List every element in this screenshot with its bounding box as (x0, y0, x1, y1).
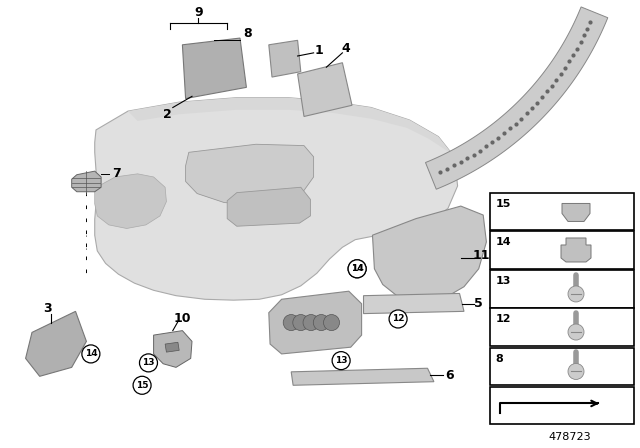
Circle shape (568, 324, 584, 340)
Polygon shape (298, 63, 352, 116)
Polygon shape (26, 311, 86, 376)
Circle shape (348, 260, 366, 278)
Bar (490, 348, 634, 385)
Polygon shape (561, 238, 591, 262)
Text: 8: 8 (243, 27, 252, 40)
Text: 3: 3 (44, 302, 52, 315)
Circle shape (82, 345, 100, 363)
Polygon shape (186, 144, 314, 205)
Polygon shape (128, 98, 454, 157)
Polygon shape (72, 171, 101, 192)
Text: 1: 1 (314, 43, 323, 57)
Bar (490, 308, 634, 346)
Polygon shape (291, 368, 434, 385)
Polygon shape (182, 38, 246, 99)
Text: 13: 13 (142, 358, 155, 367)
Polygon shape (269, 291, 362, 354)
Circle shape (140, 354, 157, 372)
Bar (490, 231, 634, 269)
Text: 14: 14 (84, 349, 97, 358)
Text: 10: 10 (173, 311, 191, 325)
Bar (490, 387, 634, 424)
Polygon shape (269, 40, 301, 77)
Bar (490, 270, 634, 308)
Bar (490, 193, 634, 230)
Circle shape (292, 314, 308, 331)
Circle shape (283, 314, 300, 331)
Text: 8: 8 (495, 353, 503, 364)
Text: 13: 13 (335, 356, 348, 365)
Polygon shape (364, 293, 464, 314)
Text: 14: 14 (351, 264, 364, 273)
Text: 12: 12 (392, 314, 404, 323)
Polygon shape (426, 7, 608, 189)
Circle shape (348, 260, 366, 278)
Text: 14: 14 (495, 237, 511, 247)
Polygon shape (95, 174, 166, 228)
Circle shape (332, 352, 350, 370)
Polygon shape (165, 342, 179, 352)
Text: 4: 4 (341, 42, 350, 55)
Circle shape (568, 286, 584, 302)
Text: 7: 7 (112, 167, 121, 181)
Text: 9: 9 (194, 6, 203, 19)
Text: 14: 14 (351, 264, 364, 273)
Circle shape (323, 314, 339, 331)
Text: 6: 6 (445, 369, 454, 382)
Circle shape (389, 310, 407, 328)
Polygon shape (227, 187, 310, 226)
Polygon shape (372, 206, 486, 301)
Circle shape (314, 314, 329, 331)
Text: 15: 15 (495, 198, 511, 209)
Text: 13: 13 (495, 276, 511, 286)
Circle shape (568, 363, 584, 379)
Text: 12: 12 (495, 314, 511, 324)
Text: 5: 5 (474, 297, 483, 310)
Text: 2: 2 (163, 108, 172, 121)
Text: 11: 11 (472, 249, 490, 262)
Polygon shape (95, 98, 458, 300)
Text: 15: 15 (136, 381, 148, 390)
Polygon shape (562, 203, 590, 221)
Text: 478723: 478723 (548, 432, 591, 442)
Polygon shape (154, 331, 192, 367)
Circle shape (133, 376, 151, 394)
Circle shape (303, 314, 319, 331)
